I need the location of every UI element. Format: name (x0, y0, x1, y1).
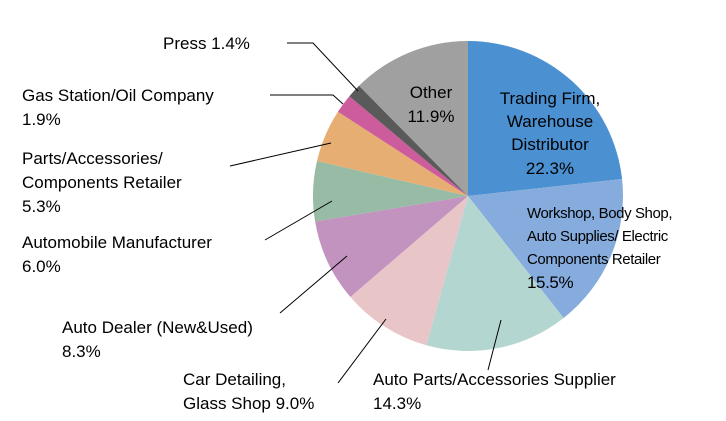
label-auto-parts: Auto Parts/Accessories Supplier 14.3% (373, 370, 616, 413)
leader-line-auto-dealer (279, 255, 348, 314)
leader-line-gas-station (270, 94, 344, 105)
label-value: 5.3% (22, 197, 61, 216)
label-line: Distributor (511, 135, 589, 154)
label-workshop: Workshop, Body Shop, Auto Supplies/ Elec… (527, 205, 673, 292)
label-gas-station: Gas Station/Oil Company 1.9% (22, 86, 214, 129)
label-line: Workshop, Body Shop, (527, 205, 672, 222)
leader-line-car-detailing (337, 318, 387, 384)
label-line: Other (410, 83, 453, 102)
label-line: Auto Supplies/ Electric (527, 228, 669, 245)
label-value: 11.9% (408, 107, 455, 126)
label-line: Auto Dealer (New&Used) (62, 318, 253, 337)
pie-slice-parts-accessories-components-retailer (316, 111, 468, 196)
pie-slice-gas-station-oil-company (337, 96, 468, 196)
label-press: Press 1.4% (163, 34, 250, 53)
pie-slice-other (359, 40, 468, 196)
pie-slice-auto-parts-accessories-supplier (426, 196, 564, 351)
leader-line-auto-parts (487, 319, 502, 371)
label-auto-dealer: Auto Dealer (New&Used) 8.3% (62, 318, 253, 361)
leader-line-automobile-manufacturer (264, 200, 333, 241)
label-other: Other 11.9% (408, 83, 455, 126)
label-line: Gas Station/Oil Company (22, 86, 214, 105)
label-line: Auto Parts/Accessories Supplier (373, 370, 616, 389)
label-line: Press 1.4% (163, 34, 250, 53)
leader-line-press (287, 42, 359, 92)
label-line: Parts/Accessories/ (22, 149, 163, 168)
pie-slice-auto-dealer-new-used (315, 196, 468, 297)
pie-slice-car-detailing-glass-shop (350, 196, 468, 346)
pie-slice-press (349, 85, 468, 196)
leader-line-parts-retailer (229, 142, 332, 167)
label-line: Automobile Manufacturer (22, 233, 212, 252)
label-value: 8.3% (62, 342, 101, 361)
label-line: Components Retailer (22, 173, 182, 192)
label-line: Glass Shop 9.0% (183, 394, 314, 413)
label-car-detailing: Car Detailing, Glass Shop 9.0% (183, 370, 314, 413)
label-line: Trading Firm, (500, 89, 600, 108)
label-parts-retailer: Parts/Accessories/ Components Retailer 5… (22, 149, 182, 216)
label-line: Warehouse (507, 112, 593, 131)
label-value: 15.5% (527, 273, 573, 292)
label-value: 1.9% (22, 110, 61, 129)
pie-slice-trading-firm-warehouse-distributor (468, 41, 623, 196)
label-line: Car Detailing, (183, 370, 286, 389)
pie-slice-workshop-body-shop-auto-supplies-electric-components-retailer (468, 179, 623, 318)
label-automobile-manufacturer: Automobile Manufacturer 6.0% (22, 233, 212, 276)
label-trading-firm: Trading Firm, Warehouse Distributor 22.3… (500, 89, 600, 178)
label-value: 14.3% (373, 394, 421, 413)
label-line: Components Retailer (527, 251, 661, 268)
pie-slice-automobile-manufacturer (313, 161, 468, 222)
label-value: 6.0% (22, 257, 61, 276)
label-value: 22.3% (526, 159, 574, 178)
